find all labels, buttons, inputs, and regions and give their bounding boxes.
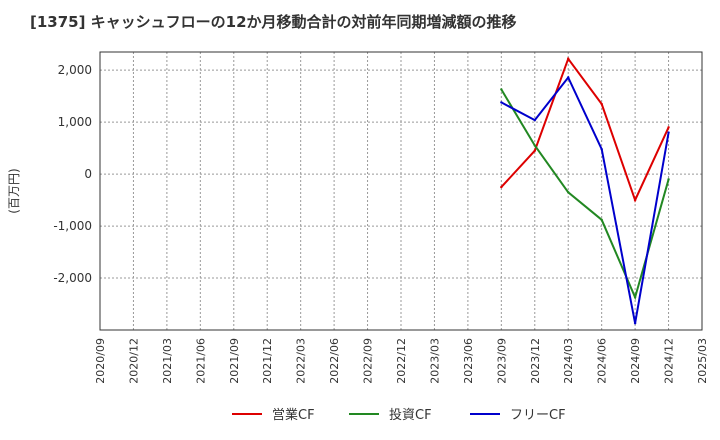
x-tick-label: 2020/12 bbox=[127, 338, 140, 384]
data-point bbox=[667, 131, 670, 134]
x-tick-label: 2020/09 bbox=[94, 338, 107, 384]
x-tick-label: 2024/03 bbox=[562, 338, 575, 384]
x-tick-label: 2022/09 bbox=[362, 338, 375, 384]
x-tick-label: 2024/06 bbox=[596, 338, 609, 384]
data-point bbox=[600, 147, 603, 151]
x-tick-label: 2021/06 bbox=[194, 338, 207, 384]
data-point bbox=[600, 218, 603, 222]
x-tick-label: 2023/06 bbox=[462, 338, 475, 384]
series-layer bbox=[500, 56, 670, 325]
x-tick-label: 2024/12 bbox=[663, 338, 676, 384]
x-tick-label: 2024/09 bbox=[629, 338, 642, 384]
data-point bbox=[567, 191, 570, 194]
data-point bbox=[500, 101, 503, 104]
series-line bbox=[500, 75, 670, 324]
y-tick-label: 1,000 bbox=[58, 115, 92, 129]
y-axis-label: (百万円) bbox=[7, 168, 21, 213]
y-tick-label: 0 bbox=[84, 167, 92, 181]
data-point bbox=[667, 126, 670, 129]
x-tick-label: 2022/06 bbox=[328, 338, 341, 384]
data-point bbox=[533, 144, 536, 147]
x-tick-label: 2022/12 bbox=[395, 338, 408, 384]
grid-layer bbox=[99, 52, 703, 330]
data-point bbox=[633, 198, 637, 202]
legend-label: フリーCF bbox=[510, 408, 566, 423]
x-tick-label: 2023/03 bbox=[428, 338, 441, 384]
data-point bbox=[567, 57, 570, 60]
x-tick-label: 2023/09 bbox=[495, 338, 508, 384]
y-tick-label: -1,000 bbox=[53, 219, 92, 233]
data-point bbox=[533, 118, 536, 122]
y-tick-label: -2,000 bbox=[53, 271, 92, 285]
data-point bbox=[567, 76, 570, 79]
x-tick-label: 2025/03 bbox=[696, 338, 709, 384]
x-tick-label: 2021/03 bbox=[161, 338, 174, 384]
data-point bbox=[500, 185, 503, 189]
x-tick-label: 2021/12 bbox=[261, 338, 274, 384]
legend-label: 投資CF bbox=[389, 407, 432, 423]
data-point bbox=[633, 322, 637, 325]
data-point bbox=[500, 88, 503, 91]
x-tick-label: 2021/09 bbox=[228, 338, 241, 384]
data-point bbox=[600, 102, 603, 106]
data-point bbox=[667, 178, 670, 181]
x-tick-label: 2023/12 bbox=[529, 338, 542, 384]
series-line bbox=[500, 88, 670, 301]
plot-frame bbox=[99, 51, 703, 331]
y-tick-label: 2,000 bbox=[58, 63, 92, 77]
data-point bbox=[633, 296, 637, 299]
data-point bbox=[533, 149, 536, 152]
series-line bbox=[500, 56, 670, 203]
legend-label: 営業CF bbox=[272, 407, 315, 423]
axis-layer: 2,000 1,000 0 -1,000 -2,000 2020/09 2020/12 202… bbox=[7, 51, 709, 384]
legend: 営業CF 投資CF フリーCF bbox=[232, 407, 566, 423]
chart-title: [1375] キャッシュフローの12か月移動合計の対前年同期増減額の推移 bbox=[30, 13, 517, 31]
x-tick-label: 2022/03 bbox=[295, 338, 308, 384]
